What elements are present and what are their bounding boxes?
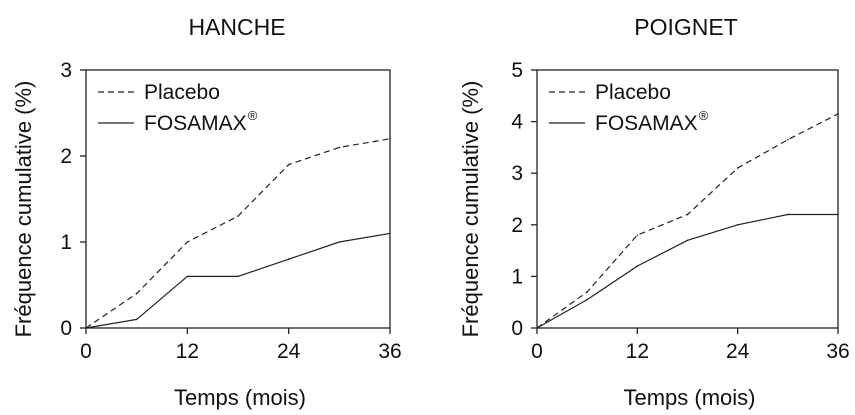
- series-line-placebo: [85, 138, 391, 329]
- plot-frame: [536, 69, 839, 329]
- data-point-fosamax: [287, 258, 290, 261]
- x-tick-label: 0: [80, 340, 92, 363]
- data-point-placebo: [237, 215, 239, 217]
- chart-title: POIGNET: [634, 14, 738, 40]
- y-tick-label: 4: [511, 111, 523, 134]
- x-tick-label: 12: [626, 340, 649, 363]
- data-point-fosamax: [636, 265, 639, 267]
- legend-trademark-sup: ®: [248, 108, 258, 123]
- x-tick-label: 0: [531, 340, 543, 363]
- legend-trademark-sup: ®: [699, 108, 709, 123]
- data-point-fosamax: [787, 213, 789, 216]
- data-point-fosamax: [586, 298, 588, 301]
- y-tick-label: 1: [511, 265, 523, 288]
- y-tick-label: 0: [511, 317, 523, 340]
- y-axis-label: Fréquence cumulative (%): [458, 81, 483, 338]
- y-tick-label: 0: [60, 317, 72, 340]
- x-axis-label: Temps (mois): [623, 385, 755, 410]
- y-tick-label: 2: [511, 214, 523, 237]
- legend-label-placebo: Placebo: [595, 81, 671, 104]
- data-point-placebo: [287, 163, 290, 166]
- data-point-placebo: [186, 241, 189, 243]
- plot-frame: [85, 69, 391, 329]
- x-tick-label: 24: [277, 340, 301, 363]
- data-point-fosamax: [389, 232, 391, 235]
- data-point-fosamax: [686, 239, 689, 242]
- data-point-placebo: [586, 291, 588, 293]
- series-line-placebo: [536, 113, 839, 329]
- y-tick-label: 1: [60, 231, 72, 254]
- data-point-placebo: [389, 138, 391, 140]
- series-line-fosamax: [536, 213, 838, 329]
- data-point-fosamax: [85, 327, 87, 329]
- y-tick-label: 3: [60, 59, 72, 82]
- data-point-fosamax: [338, 241, 341, 243]
- y-tick-label: 3: [511, 162, 523, 185]
- data-point-fosamax: [736, 224, 739, 226]
- y-axis-label: Fréquence cumulative (%): [11, 81, 36, 338]
- data-point-placebo: [338, 146, 341, 149]
- data-point-placebo: [837, 113, 839, 115]
- data-point-fosamax: [837, 213, 839, 216]
- data-point-fosamax: [135, 318, 138, 321]
- x-tick-label: 36: [826, 340, 849, 363]
- data-point-placebo: [135, 292, 138, 295]
- legend-label-fosamax: FOSAMAX: [144, 112, 247, 135]
- y-tick-label: 2: [60, 145, 72, 168]
- data-point-fosamax: [237, 275, 239, 278]
- x-tick-label: 12: [176, 340, 199, 363]
- series-line-fosamax: [85, 232, 391, 329]
- x-axis-label: Temps (mois): [174, 385, 306, 410]
- x-tick-label: 24: [726, 340, 750, 363]
- chart-title: HANCHE: [188, 14, 285, 40]
- data-point-placebo: [736, 167, 739, 169]
- data-point-fosamax: [186, 275, 189, 278]
- y-tick-label: 5: [511, 59, 523, 82]
- data-point-placebo: [686, 213, 689, 216]
- x-tick-label: 36: [378, 340, 401, 363]
- data-point-fosamax: [536, 327, 538, 329]
- legend-label-placebo: Placebo: [144, 81, 220, 104]
- data-point-placebo: [636, 234, 639, 236]
- legend-label-fosamax: FOSAMAX: [595, 112, 698, 135]
- data-point-placebo: [787, 138, 789, 141]
